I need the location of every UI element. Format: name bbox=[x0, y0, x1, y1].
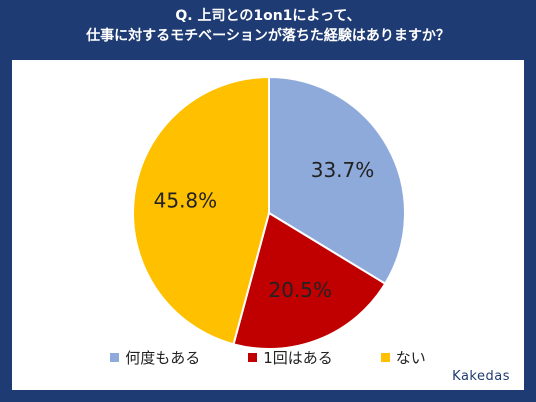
data-label-0: 33.7% bbox=[311, 158, 375, 182]
legend-item-1: 1回はある bbox=[248, 347, 333, 368]
data-label-1: 20.5% bbox=[269, 278, 333, 302]
legend-item-2: ない bbox=[380, 347, 426, 368]
legend-swatch-0 bbox=[110, 353, 120, 362]
title-line-1: Q. 上司との1on1によって、 bbox=[175, 8, 361, 24]
data-label-2: 45.8% bbox=[154, 188, 218, 212]
legend-swatch-2 bbox=[380, 353, 390, 362]
legend-swatch-1 bbox=[248, 353, 258, 362]
pie-slice-2 bbox=[132, 75, 270, 346]
title-line-2: 仕事に対するモチベーションが落ちた経験はありますか？ bbox=[86, 28, 450, 44]
brand-logo: Kakedas bbox=[452, 369, 510, 384]
legend-item-0: 何度もある bbox=[110, 347, 200, 368]
legend-label-0: 何度もある bbox=[125, 349, 201, 367]
legend-label-2: ない bbox=[395, 349, 426, 367]
chart-title: Q. 上司との1on1によって、 仕事に対するモチベーションが落ちた経験はありま… bbox=[0, 6, 536, 46]
legend-label-1: 1回はある bbox=[263, 349, 333, 367]
pie-chart: 33.7% 20.5% 45.8% bbox=[132, 75, 406, 350]
pie-slice-1 bbox=[232, 211, 387, 350]
pie-slice-0 bbox=[268, 75, 406, 286]
chart-legend: 何度もある 1回はある ない bbox=[12, 347, 524, 368]
chart-panel: 33.7% 20.5% 45.8% 何度もある 1回はある ない Kakedas bbox=[12, 60, 524, 390]
